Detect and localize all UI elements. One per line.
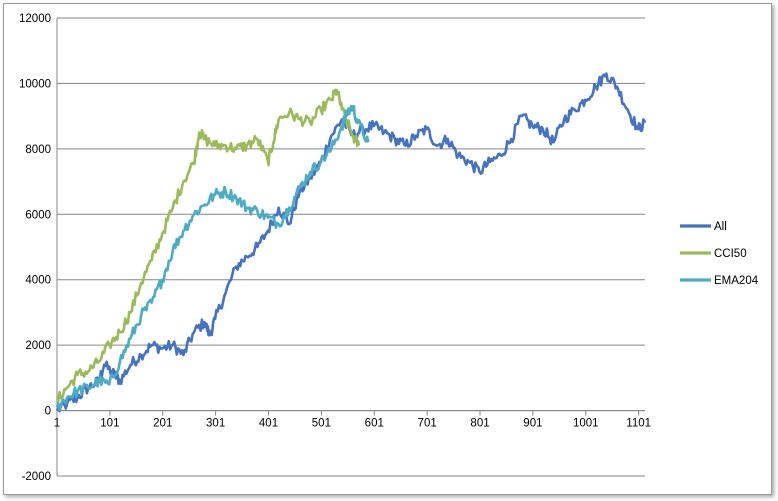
y-tick-label: 12000 [19,13,51,25]
legend: All CCI50 EMA204 [680,221,759,287]
x-tick-label: 101 [100,418,119,430]
x-tick-label: 1001 [573,418,599,430]
gridlines [56,17,645,477]
x-tick-label: 1101 [626,418,651,430]
x-tick-label: 501 [312,418,331,430]
x-tick-label: 601 [365,418,384,430]
x-tick-label: 201 [153,418,172,430]
series-line-all [55,72,647,413]
x-tick-label: 301 [206,418,225,430]
x-tick-label: 801 [470,418,489,430]
legend-label: All [714,221,727,233]
y-tick-label: 0 [45,406,51,418]
series-line-cci50 [56,88,361,403]
chart-frame: -2000 0 2000 4000 6000 8000 10000 12000 1 101 201… [3,3,772,495]
x-tick-label: 1 [54,418,60,430]
y-tick-label: 10000 [19,78,51,90]
x-tick-label: 401 [259,418,278,430]
y-axis-ticks: -2000 0 2000 4000 6000 8000 10000 12000 [19,13,51,483]
y-tick-label: 2000 [25,340,51,352]
x-tick-label: 901 [523,418,542,430]
x-tick-label: 701 [418,418,437,430]
series-lines [55,72,647,413]
y-tick-label: 4000 [25,275,51,287]
series-line-ema204 [55,104,370,412]
legend-label: CCI50 [714,248,747,260]
y-tick-label: 6000 [25,209,51,221]
x-axis-ticks: 1 101 201 301 401 501 601 701 801 901 1001 1101 [54,418,651,430]
legend-label: EMA204 [714,275,759,287]
y-tick-label: 8000 [25,144,51,156]
y-tick-label: -2000 [22,471,51,483]
x-axis [56,410,645,416]
